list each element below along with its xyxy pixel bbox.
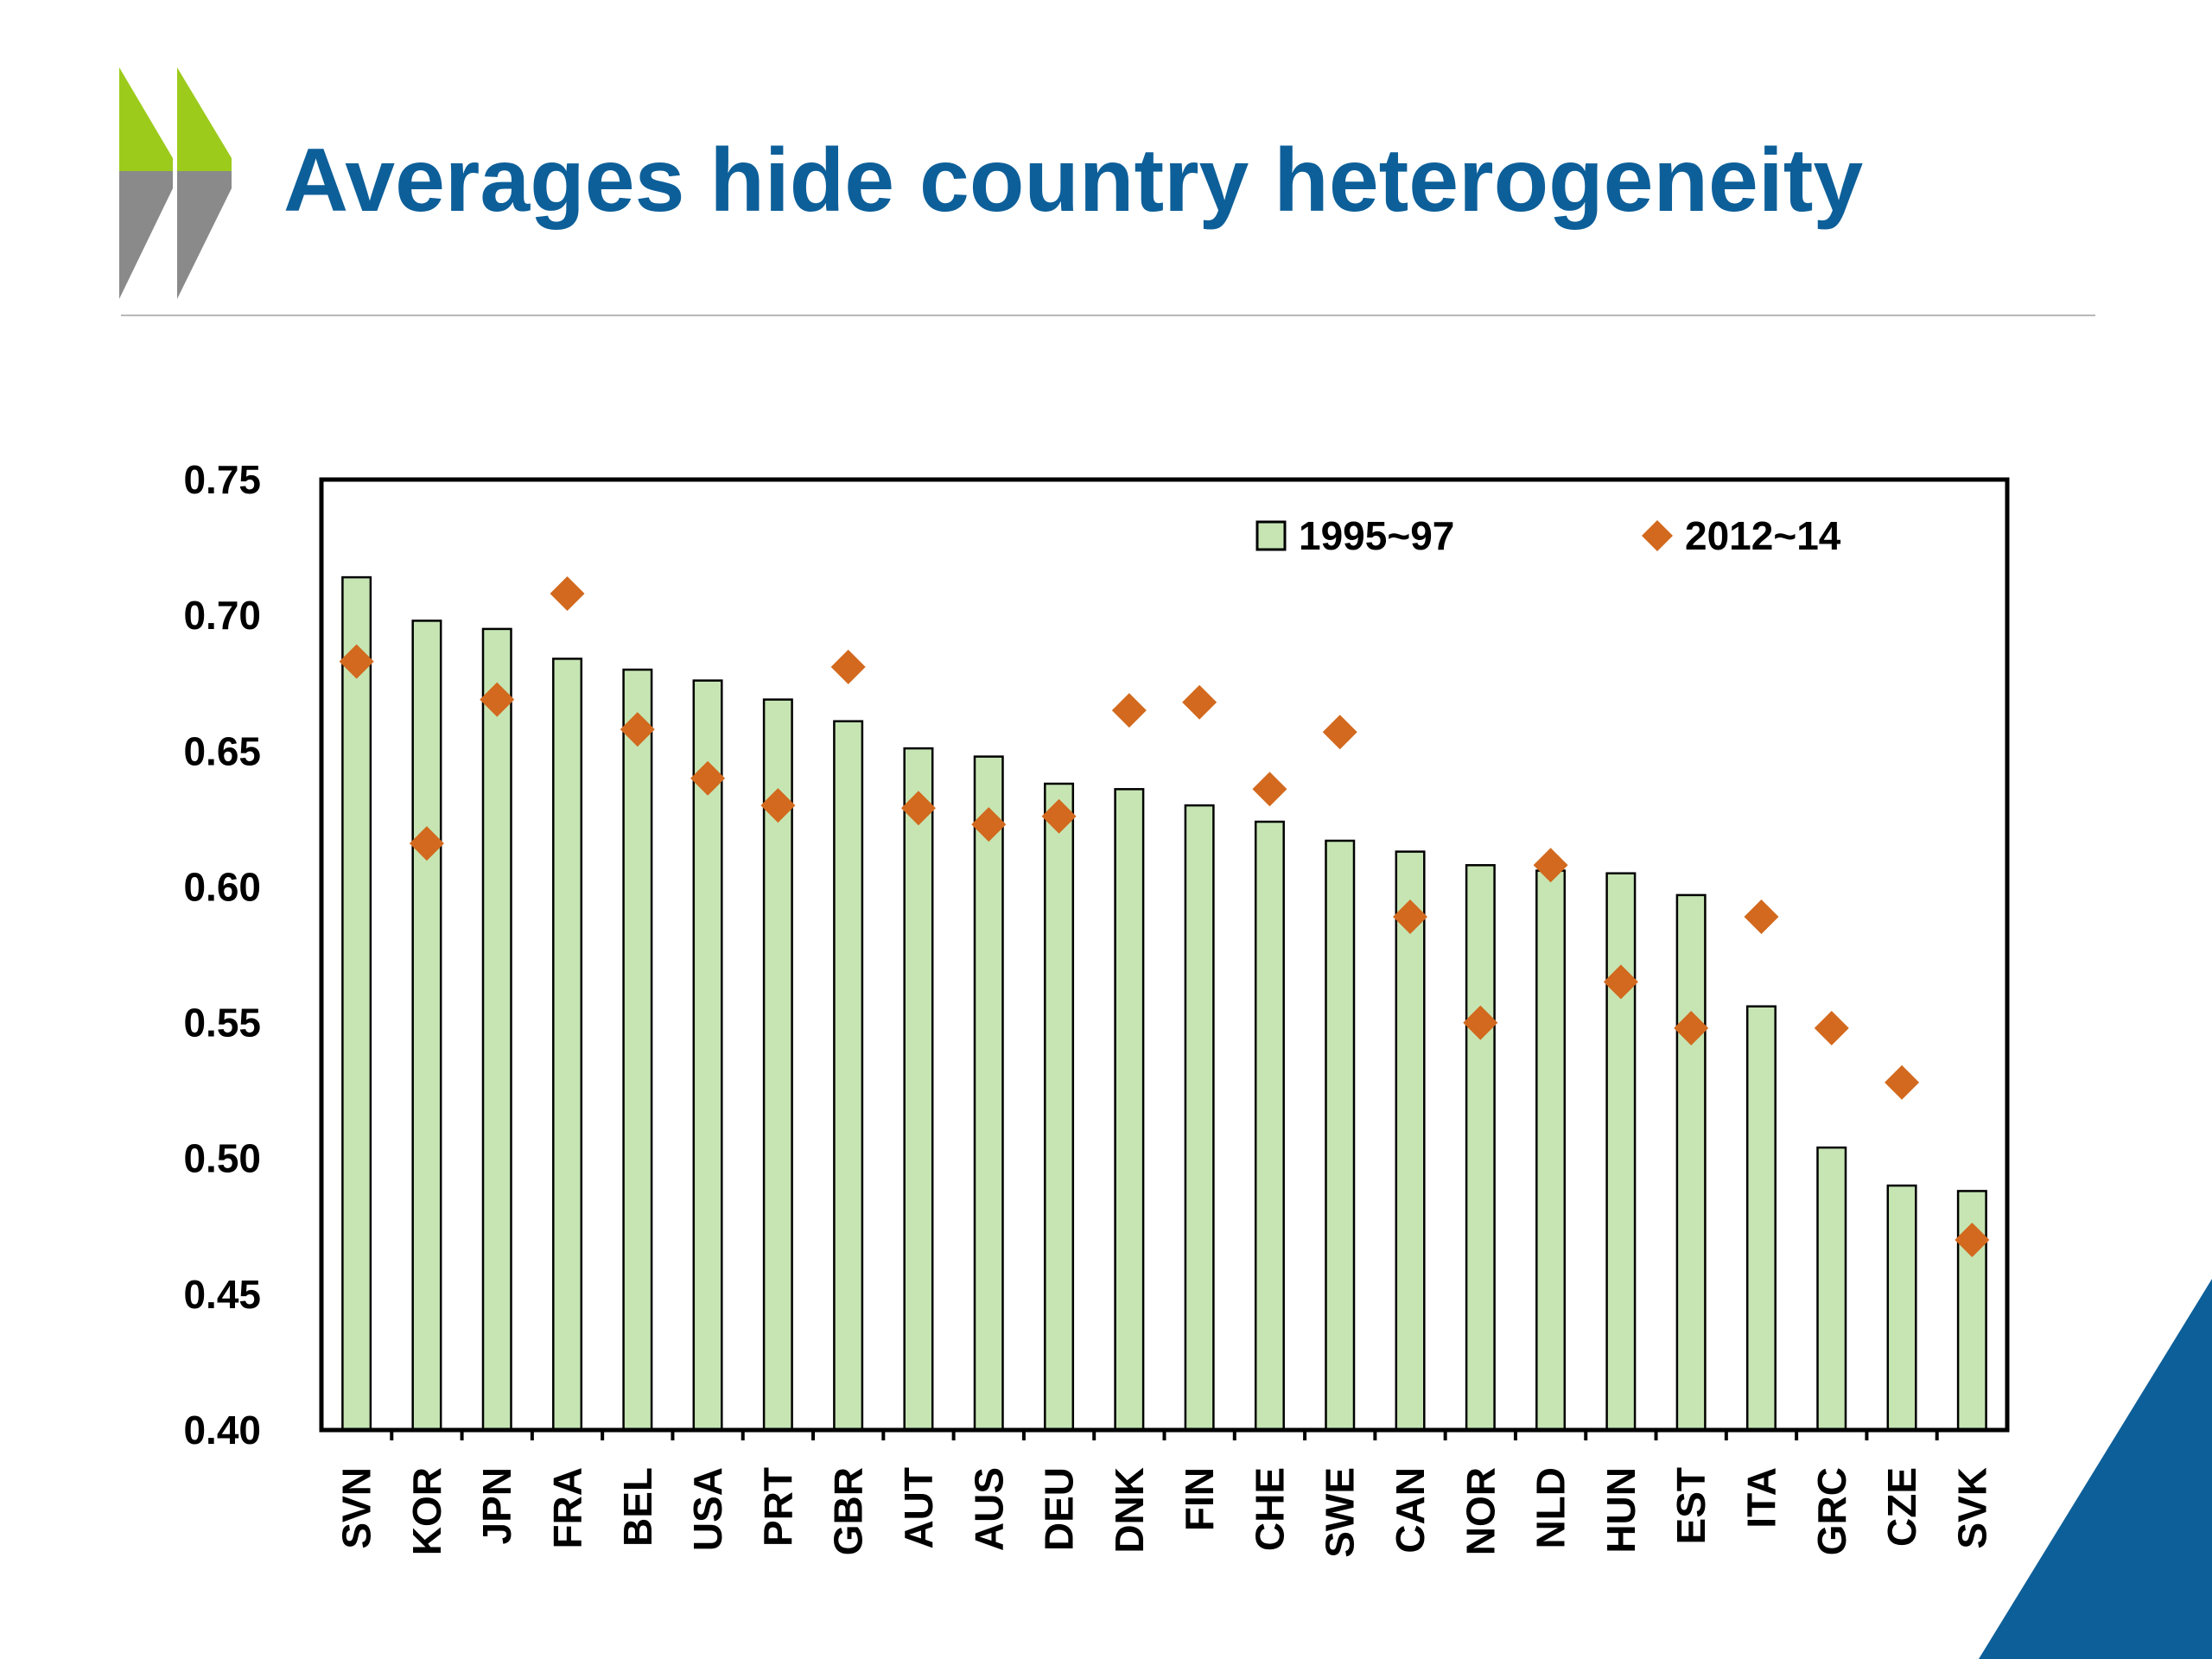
oecd-logo-icon bbox=[119, 67, 232, 299]
legend: 1995~97 2012~14 bbox=[1255, 513, 1841, 558]
x-tick-label-can: CAN bbox=[1388, 1467, 1433, 1554]
x-tick-label-usa: USA bbox=[685, 1467, 730, 1551]
axes-group: 0.40 0.45 0.50 0.55 0.60 0.65 0.70 0.75 SVN KOR JP… bbox=[183, 457, 2010, 1558]
y-tick-label: 0.55 bbox=[183, 1001, 261, 1046]
x-tick-label-fin: FIN bbox=[1177, 1467, 1222, 1531]
y-tick-label: 0.40 bbox=[183, 1408, 261, 1452]
marker-che bbox=[1252, 772, 1287, 807]
marker-usa bbox=[690, 760, 726, 796]
marker-fin bbox=[1182, 684, 1217, 720]
x-tick-label-dnk: DNK bbox=[1107, 1467, 1152, 1554]
bar-deu bbox=[1044, 782, 1075, 1432]
x-tick-label-che: CHE bbox=[1247, 1467, 1292, 1551]
marker-ita bbox=[1744, 899, 1779, 934]
legend-swatch-marker bbox=[1642, 520, 1673, 551]
marker-aus bbox=[971, 807, 1007, 842]
y-tick-label: 0.75 bbox=[183, 457, 261, 502]
x-tick-label-svn: SVN bbox=[334, 1467, 379, 1549]
marker-nor bbox=[1463, 1005, 1498, 1040]
bar-aut bbox=[903, 747, 934, 1432]
bar-gbr bbox=[833, 720, 864, 1432]
bar-swe bbox=[1325, 839, 1356, 1432]
x-tick-label-hun: HUN bbox=[1599, 1467, 1643, 1554]
marker-grc bbox=[1814, 1010, 1849, 1046]
bar-che bbox=[1254, 820, 1285, 1432]
bar-svn bbox=[341, 575, 372, 1432]
bar-grc bbox=[1816, 1146, 1847, 1432]
bar-bel bbox=[622, 668, 653, 1432]
x-tick-label-gbr: GBR bbox=[826, 1467, 871, 1555]
bar-cze bbox=[1886, 1184, 1917, 1432]
marker-est bbox=[1674, 1010, 1709, 1046]
marker-dnk bbox=[1111, 693, 1147, 728]
corner-decoration-icon bbox=[1979, 1279, 2212, 1659]
marker-deu bbox=[1041, 798, 1077, 834]
x-tick-label-cze: CZE bbox=[1879, 1467, 1924, 1547]
x-tick-label-bel: BEL bbox=[615, 1467, 660, 1547]
marker-bel bbox=[620, 712, 655, 747]
bar-nor bbox=[1465, 864, 1496, 1432]
slide-title: Averages hide country heterogeneity bbox=[283, 130, 1864, 231]
marker-nld bbox=[1533, 848, 1568, 883]
marker-svn bbox=[339, 644, 374, 679]
x-tick-label-kor: KOR bbox=[404, 1467, 449, 1555]
x-tick-label-prt: PRT bbox=[755, 1467, 800, 1547]
y-tick-label: 0.70 bbox=[183, 593, 261, 638]
marker-fra bbox=[550, 576, 585, 611]
bar-est bbox=[1675, 893, 1707, 1432]
bar-dnk bbox=[1114, 788, 1145, 1432]
x-tick-label-swe: SWE bbox=[1318, 1467, 1363, 1558]
bar-prt bbox=[762, 698, 793, 1432]
bars-group bbox=[341, 575, 1987, 1432]
legend-label-1995-97: 1995~97 bbox=[1299, 513, 1454, 558]
bar-ita bbox=[1745, 1005, 1777, 1432]
x-tick-label-nor: NOR bbox=[1458, 1467, 1503, 1555]
marker-hun bbox=[1603, 964, 1638, 1000]
x-tick-label-aut: AUT bbox=[896, 1467, 941, 1549]
marker-swe bbox=[1322, 715, 1357, 750]
marker-aut bbox=[900, 791, 936, 826]
x-tick-label-nld: NLD bbox=[1529, 1467, 1573, 1549]
y-tick-label: 0.60 bbox=[183, 864, 261, 909]
y-tick-label: 0.50 bbox=[183, 1136, 261, 1181]
x-tick-label-svk: SVK bbox=[1949, 1467, 1994, 1549]
bar-jpn bbox=[481, 627, 512, 1432]
bar-fin bbox=[1184, 804, 1215, 1432]
bar-can bbox=[1395, 850, 1426, 1432]
x-tick-label-fra: FRA bbox=[545, 1467, 590, 1549]
marker-can bbox=[1393, 899, 1428, 934]
legend-label-2012-14: 2012~14 bbox=[1685, 513, 1841, 558]
title-divider bbox=[121, 315, 2095, 316]
x-tick-label-ita: ITA bbox=[1739, 1467, 1784, 1529]
y-tick-label: 0.45 bbox=[183, 1272, 261, 1317]
markers-group bbox=[339, 576, 1990, 1257]
bar-kor bbox=[411, 620, 442, 1432]
bar-fra bbox=[552, 658, 583, 1432]
x-tick-label-est: EST bbox=[1669, 1467, 1713, 1544]
x-tick-label-deu: DEU bbox=[1037, 1467, 1082, 1551]
x-tick-label-grc: GRC bbox=[1809, 1467, 1854, 1555]
x-tick-label-aus: AUS bbox=[966, 1467, 1011, 1551]
y-tick-label: 0.65 bbox=[183, 728, 261, 773]
marker-jpn bbox=[480, 682, 515, 717]
x-tick-label-jpn: JPN bbox=[474, 1467, 519, 1544]
bar-nld bbox=[1535, 869, 1567, 1432]
marker-kor bbox=[409, 826, 444, 861]
marker-svk bbox=[1955, 1223, 1990, 1257]
legend-swatch-bar bbox=[1255, 520, 1287, 551]
bar-aus bbox=[973, 755, 1004, 1432]
marker-prt bbox=[760, 788, 796, 823]
marker-cze bbox=[1885, 1065, 1920, 1100]
bar-hun bbox=[1605, 872, 1637, 1432]
marker-gbr bbox=[830, 649, 866, 684]
